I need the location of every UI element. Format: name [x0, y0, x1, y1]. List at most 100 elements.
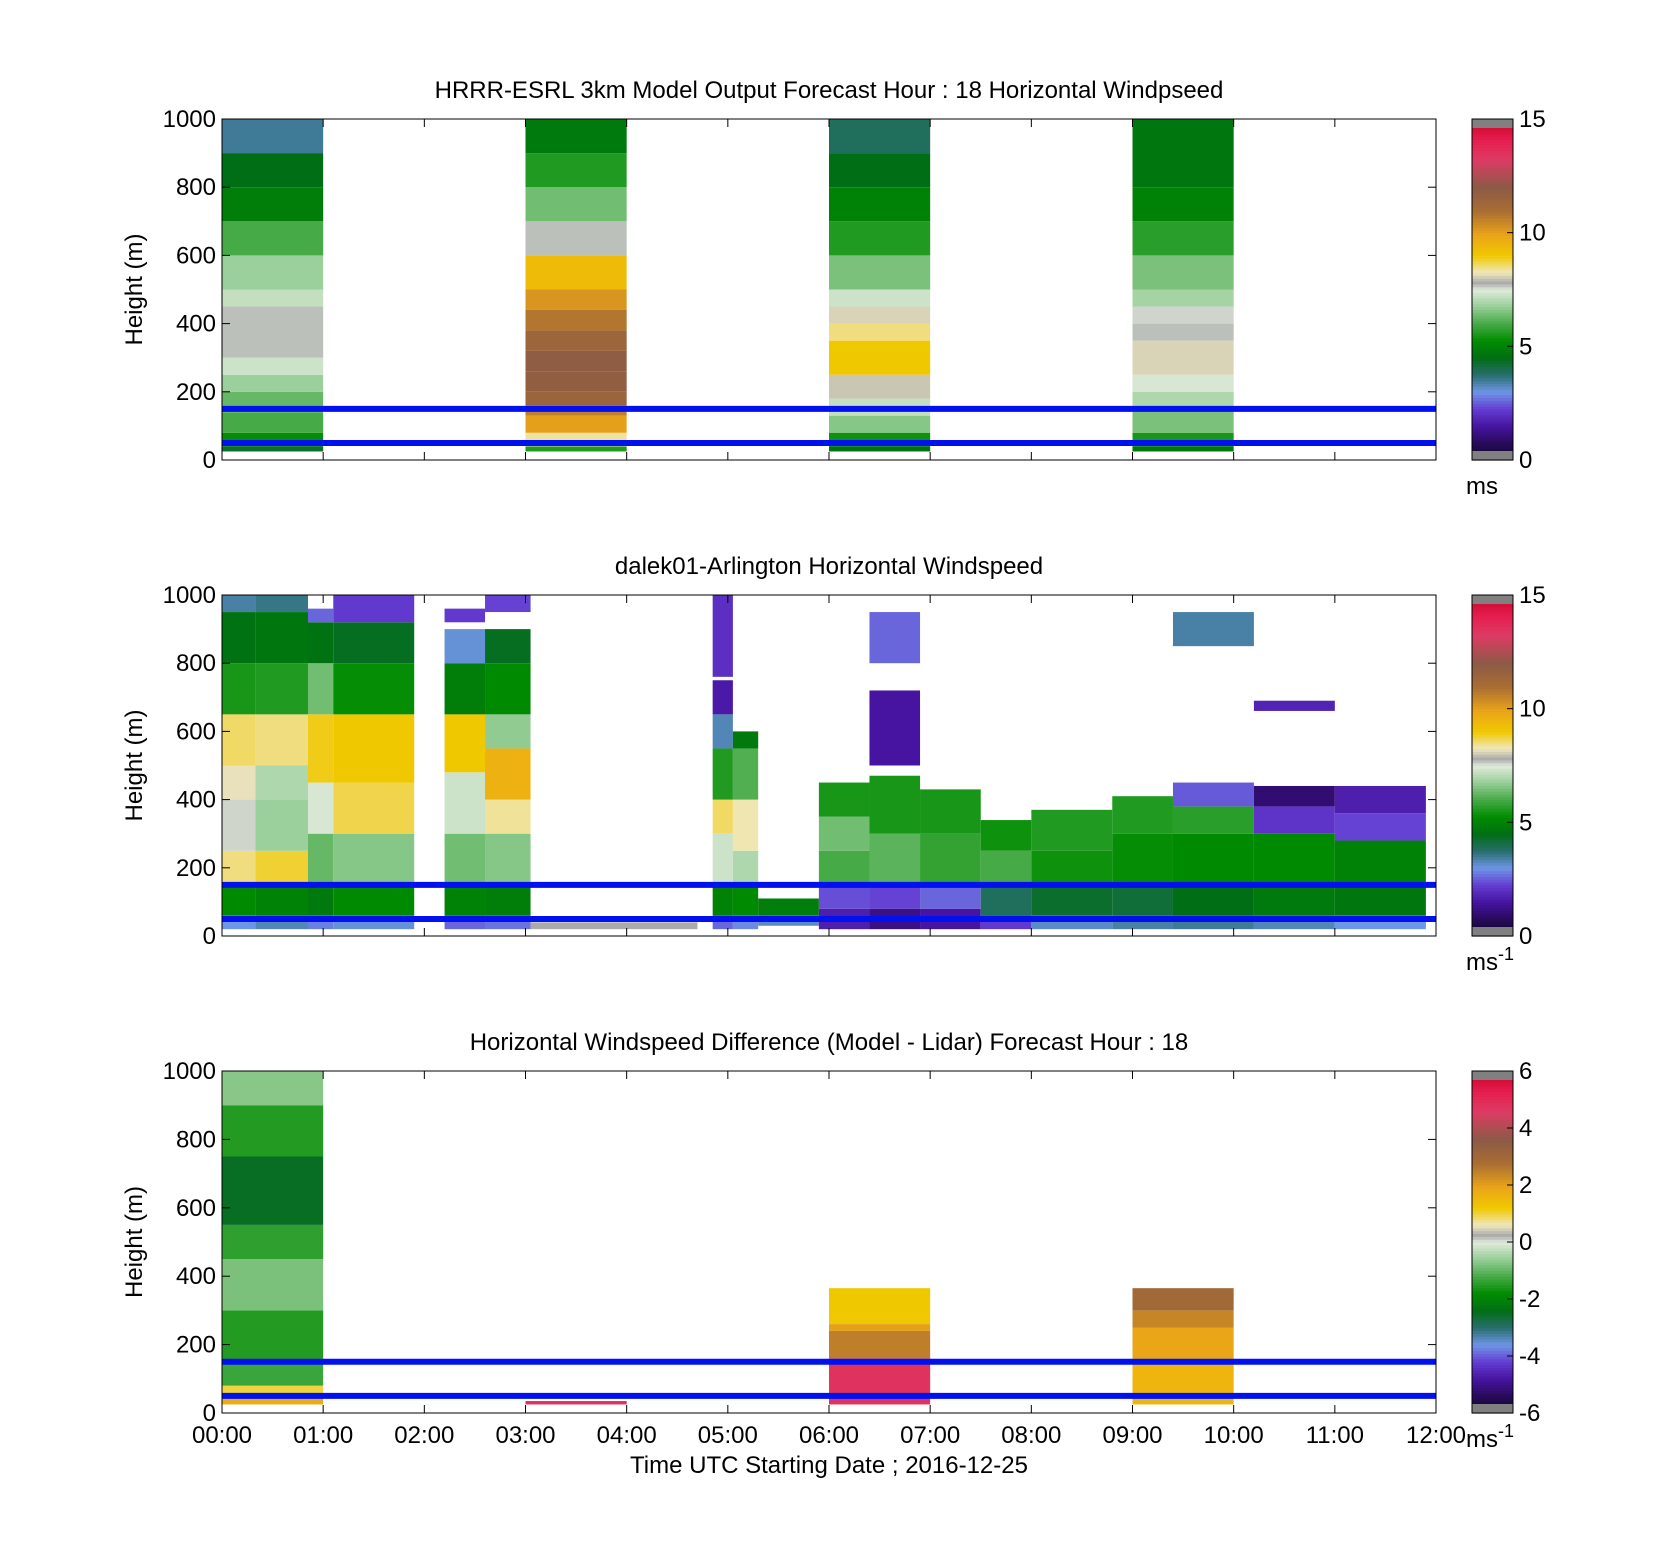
- colorbar-band: [1472, 167, 1513, 171]
- colorbar-band: [1472, 1216, 1513, 1220]
- colorbar-band: [1472, 266, 1513, 271]
- heatmap-column: [525, 119, 627, 452]
- colorbar-band: [1472, 249, 1513, 254]
- colorbar-band: [1472, 445, 1513, 450]
- colorbar-band: [1472, 643, 1513, 647]
- heatmap-column: [530, 922, 698, 930]
- colorbar-tick-label: 5: [1519, 809, 1532, 836]
- colorbar-band: [1472, 771, 1513, 775]
- colorbar-tick-label: 0: [1519, 1229, 1532, 1256]
- colorbar-band: [1472, 440, 1513, 444]
- heatmap-cell: [980, 884, 1032, 916]
- colorbar-band: [1472, 1356, 1513, 1360]
- colorbar-band: [1472, 1310, 1513, 1314]
- heatmap-cell: [222, 663, 256, 715]
- colorbar-band: [1472, 1361, 1513, 1366]
- colorbar-band: [1472, 1301, 1513, 1306]
- colorbar-band: [1472, 155, 1513, 160]
- heatmap-cell: [712, 884, 733, 916]
- colorbar-band: [1472, 731, 1513, 735]
- colorbar-band: [1472, 1264, 1513, 1269]
- colorbar-band: [1472, 130, 1513, 134]
- heatmap-column: [222, 1071, 324, 1405]
- colorbar-band: [1472, 334, 1513, 339]
- heatmap-cell: [485, 748, 531, 800]
- colorbar-band: [1472, 819, 1513, 823]
- colorbar-band: [1472, 1318, 1513, 1323]
- colorbar-unit: ms: [1466, 473, 1498, 500]
- colorbar-band: [1472, 386, 1513, 390]
- colorbar-band: [1472, 192, 1513, 197]
- colorbar-band: [1472, 788, 1513, 792]
- heatmap-cell: [1132, 1310, 1234, 1328]
- colorbar-band: [1472, 907, 1513, 912]
- heatmap-cell: [829, 323, 931, 341]
- colorbar-band: [1472, 1296, 1513, 1300]
- colorbar-band: [1472, 317, 1513, 322]
- heatmap-cell: [525, 187, 627, 222]
- colorbar-band: [1472, 754, 1513, 758]
- heatmap-cell: [1132, 289, 1234, 307]
- colorbar-band: [1472, 1299, 1513, 1303]
- heatmap-cell: [1132, 306, 1234, 324]
- heatmap-cell: [712, 799, 733, 834]
- heatmap-cell: [1172, 833, 1254, 885]
- x-tick-label: 03:00: [495, 1422, 555, 1449]
- heatmap-cell: [920, 789, 981, 834]
- colorbar-band: [1472, 762, 1513, 767]
- heatmap-cell: [307, 608, 334, 623]
- colorbar-band: [1472, 161, 1513, 166]
- heatmap-cell: [485, 629, 531, 664]
- colorbar-band: [1472, 1338, 1513, 1343]
- x-tick-label: 07:00: [900, 1422, 960, 1449]
- heatmap-cell: [222, 612, 256, 664]
- colorbar-band: [1472, 1110, 1513, 1115]
- colorbar-band: [1472, 651, 1513, 656]
- colorbar-band: [1472, 269, 1513, 274]
- colorbar-band: [1472, 448, 1513, 453]
- colorbar-band: [1472, 1139, 1513, 1143]
- colorbar-band: [1472, 1373, 1513, 1377]
- colorbar-band: [1472, 391, 1513, 396]
- heatmap-cell: [485, 595, 531, 613]
- colorbar-band: [1472, 1279, 1513, 1283]
- colorbar-band: [1472, 320, 1513, 325]
- colorbar-band: [1472, 1336, 1513, 1340]
- colorbar-band: [1472, 1250, 1513, 1254]
- colorbar-band: [1472, 292, 1513, 296]
- colorbar-overflow: [1472, 595, 1513, 604]
- colorbar-band: [1472, 1079, 1513, 1083]
- colorbar-band: [1472, 901, 1513, 906]
- colorbar-band: [1472, 175, 1513, 180]
- colorbar-band: [1472, 1190, 1513, 1195]
- colorbar-band: [1472, 201, 1513, 205]
- y-tick-label: 1000: [163, 582, 216, 609]
- colorbar-band: [1472, 705, 1513, 710]
- heatmap-cell: [1132, 255, 1234, 290]
- heatmap-cell: [1132, 119, 1234, 188]
- y-tick-label: 600: [176, 718, 216, 745]
- colorbar-band: [1472, 261, 1513, 265]
- heatmap-cell: [333, 833, 415, 885]
- colorbar-band: [1472, 315, 1513, 319]
- colorbar-band: [1472, 1244, 1513, 1249]
- heatmap-cell: [333, 622, 415, 664]
- heatmap-cell: [1031, 850, 1113, 885]
- heatmap-cell: [222, 1105, 324, 1157]
- heatmap-cell: [222, 289, 324, 307]
- colorbar-band: [1472, 614, 1513, 619]
- heatmap-cell: [525, 119, 627, 154]
- colorbar-band: [1472, 286, 1513, 291]
- colorbar-tick-label: -2: [1519, 1286, 1540, 1313]
- colorbar-band: [1472, 751, 1513, 755]
- colorbar-band: [1472, 882, 1513, 886]
- colorbar-band: [1472, 725, 1513, 730]
- colorbar-band: [1472, 349, 1513, 353]
- colorbar-band: [1472, 170, 1513, 174]
- heatmap-cell: [525, 255, 627, 290]
- colorbar-band: [1472, 263, 1513, 268]
- heatmap-cell: [1334, 813, 1426, 841]
- colorbar-band: [1472, 748, 1513, 752]
- colorbar-unit: ms-1: [1466, 1421, 1514, 1453]
- colorbar-unit: ms-1: [1466, 944, 1514, 976]
